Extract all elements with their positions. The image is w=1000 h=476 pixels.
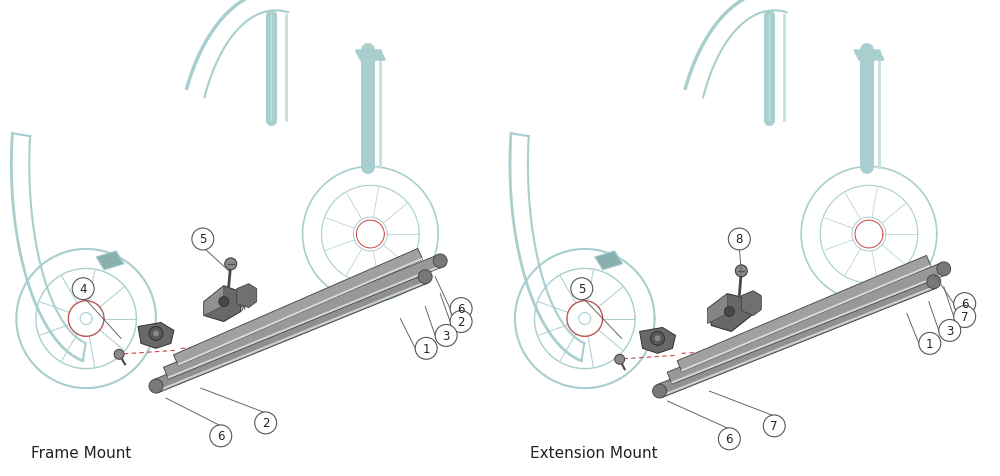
Text: 1: 1 [422,342,430,355]
Polygon shape [138,323,174,348]
Text: 6: 6 [457,302,465,316]
Polygon shape [707,294,727,324]
Text: 4: 4 [79,283,87,296]
Circle shape [72,278,94,300]
Circle shape [937,262,951,276]
Polygon shape [204,286,224,316]
Circle shape [192,228,214,250]
Circle shape [435,325,457,347]
Circle shape [418,270,432,284]
Circle shape [219,297,229,307]
Polygon shape [595,251,623,270]
Circle shape [415,337,437,359]
Text: Extension Mount: Extension Mount [530,446,658,460]
Circle shape [655,336,661,342]
Circle shape [954,306,976,328]
Text: 7: 7 [770,419,778,433]
Polygon shape [355,51,385,61]
Circle shape [210,425,232,447]
Polygon shape [174,249,423,366]
Circle shape [433,254,447,268]
Polygon shape [661,286,936,397]
Circle shape [571,278,593,300]
Text: 8: 8 [736,233,743,246]
Text: 5: 5 [199,233,207,246]
Circle shape [153,331,159,337]
Polygon shape [671,273,946,384]
Polygon shape [657,276,936,398]
Text: 1: 1 [926,337,934,350]
Circle shape [724,307,734,317]
Text: 2: 2 [457,315,465,328]
Circle shape [450,311,472,333]
Circle shape [653,384,667,398]
Polygon shape [204,286,241,322]
Polygon shape [163,255,443,379]
Text: 5: 5 [578,283,585,296]
Circle shape [225,258,237,270]
Polygon shape [677,256,931,372]
Polygon shape [153,271,428,393]
Text: 6: 6 [726,432,733,446]
Text: Frame Mount: Frame Mount [31,446,132,460]
Polygon shape [640,328,676,354]
Polygon shape [667,263,946,384]
Text: 3: 3 [946,324,953,337]
Polygon shape [741,291,761,316]
Text: 3: 3 [442,329,450,342]
Polygon shape [854,51,884,61]
Circle shape [954,293,976,315]
Circle shape [735,265,747,277]
Polygon shape [157,281,427,392]
Circle shape [450,298,472,320]
Circle shape [114,349,124,359]
Circle shape [255,412,277,434]
Polygon shape [707,294,751,332]
Text: 6: 6 [961,298,968,310]
Polygon shape [237,284,257,308]
Polygon shape [177,258,423,366]
Text: 6: 6 [217,429,225,442]
Circle shape [651,332,665,346]
Polygon shape [96,251,124,270]
Circle shape [149,327,163,341]
Circle shape [149,379,163,393]
Text: 7: 7 [961,310,968,323]
Circle shape [763,415,785,437]
Polygon shape [681,265,931,372]
Circle shape [927,275,941,289]
Circle shape [919,333,941,355]
Circle shape [939,320,961,342]
Circle shape [615,355,625,365]
Text: 2: 2 [262,416,269,429]
Polygon shape [167,265,442,379]
Circle shape [718,428,740,450]
Circle shape [728,228,750,250]
